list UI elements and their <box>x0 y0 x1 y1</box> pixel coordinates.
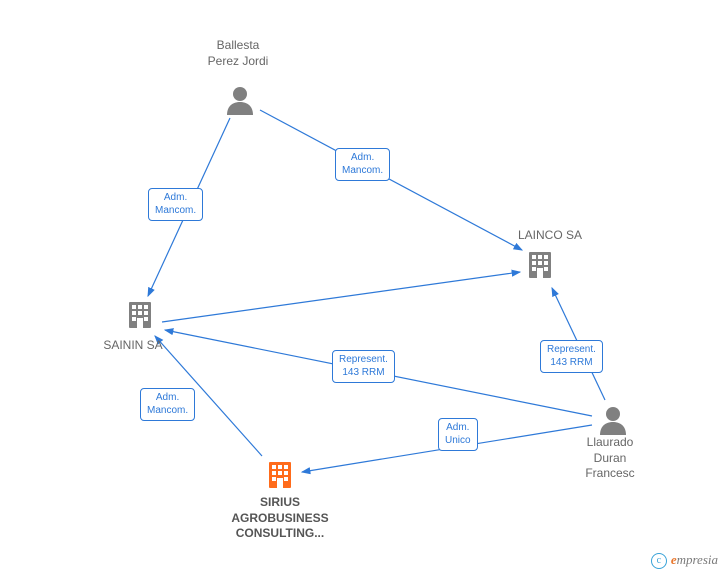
watermark: cempresia <box>651 552 718 569</box>
node-label-sirius: SIRIUS AGROBUSINESS CONSULTING... <box>200 495 360 542</box>
node-label-sainin: SAININ SA <box>88 338 178 354</box>
watermark-brand-rest: mpresia <box>677 552 718 567</box>
building-icon <box>265 460 295 490</box>
edge-label-llaurado-sirius: Adm. Unico <box>438 418 478 451</box>
edge-label-sainin-lainco: Represent. 143 RRM <box>332 350 395 383</box>
edges-layer <box>0 0 728 575</box>
node-label-llaurado: Llaurado Duran Francesc <box>570 435 650 482</box>
person-icon <box>598 405 628 435</box>
edge-label-ballesta-sainin: Adm. Mancom. <box>148 188 203 221</box>
building-icon <box>125 300 155 330</box>
person-icon <box>225 85 255 115</box>
node-label-ballesta: Ballesta Perez Jordi <box>178 38 298 69</box>
edge-sainin-lainco <box>162 272 520 322</box>
node-label-lainco: LAINCO SA <box>505 228 595 244</box>
edge-ballesta-lainco <box>260 110 522 250</box>
edge-label-ballesta-lainco: Adm. Mancom. <box>335 148 390 181</box>
copyright-icon: c <box>651 553 667 569</box>
building-icon <box>525 250 555 280</box>
edge-label-sirius-sainin: Adm. Mancom. <box>140 388 195 421</box>
edge-label-llaurado-lainco: Represent. 143 RRM <box>540 340 603 373</box>
